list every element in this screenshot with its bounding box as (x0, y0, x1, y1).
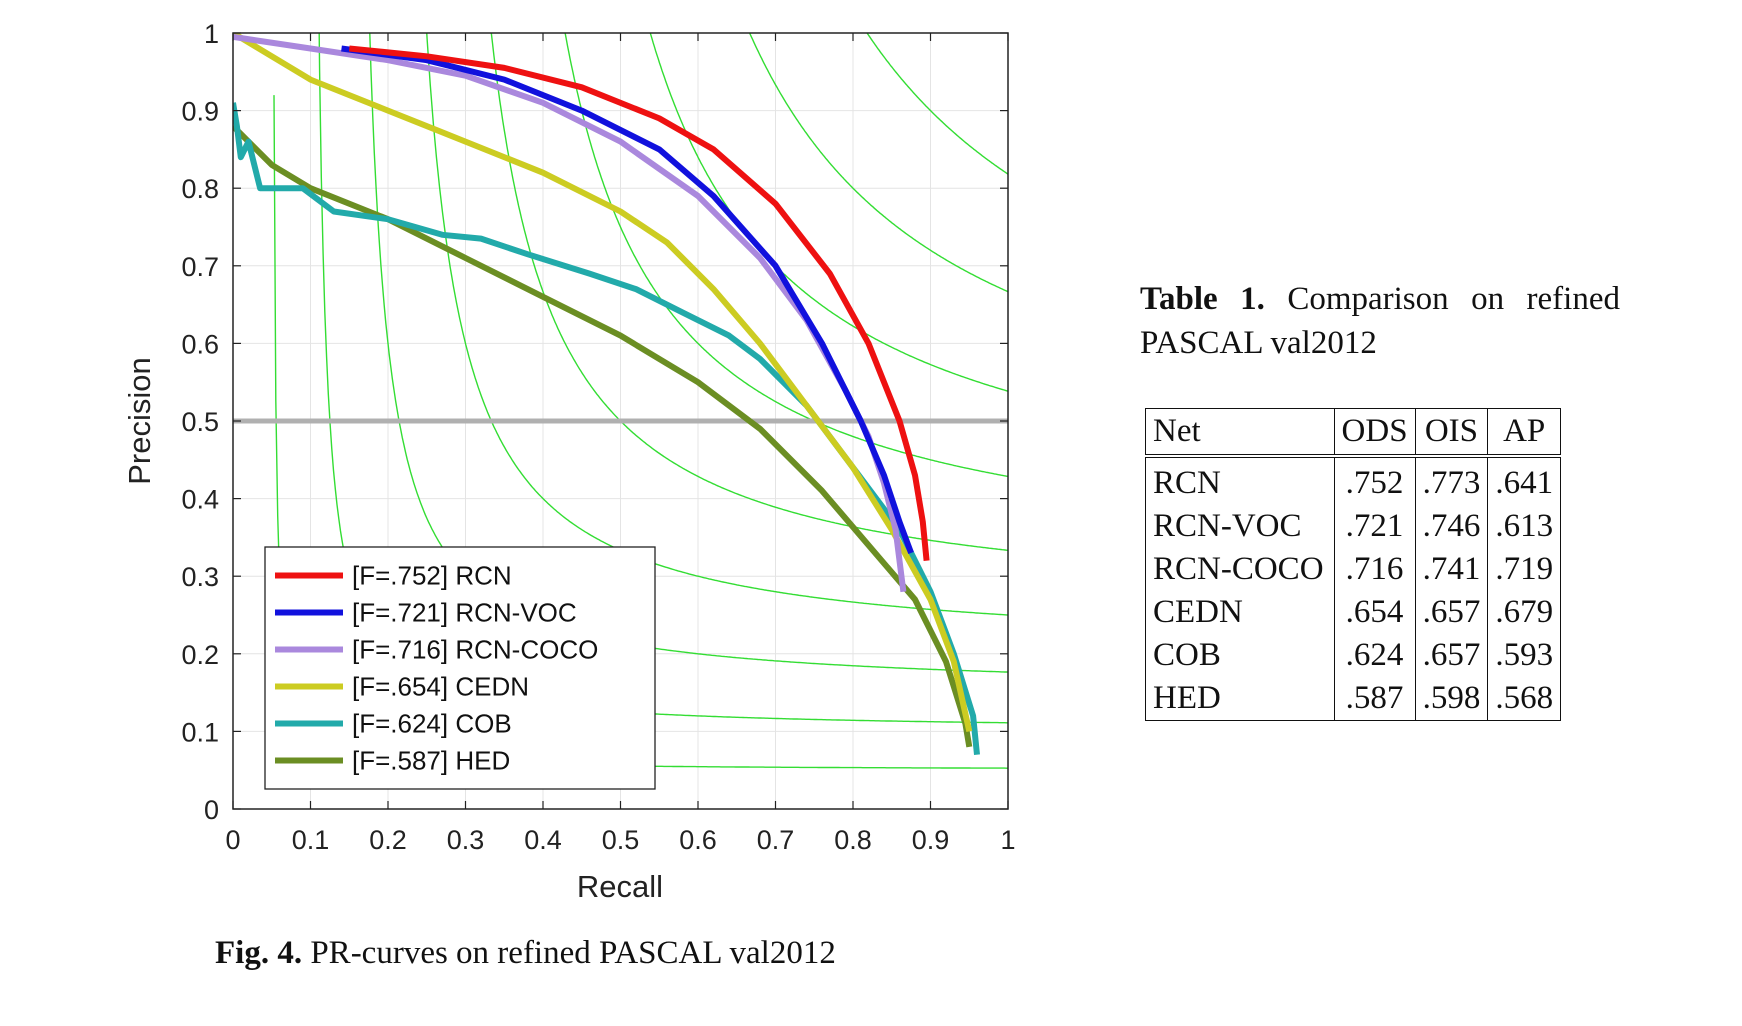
legend-box (264, 546, 656, 790)
iso-f-curve (866, 33, 1008, 175)
table-row: HED .587 .598 .568 (1145, 677, 1562, 721)
header-net: Net (1145, 408, 1335, 457)
cell-net: HED (1145, 677, 1335, 721)
y-tick-label: 0.6 (181, 329, 219, 359)
x-tick-label: 0.1 (292, 825, 330, 855)
y-tick-label: 0.4 (181, 485, 219, 515)
cell-ap: .613 (1487, 505, 1562, 548)
y-axis-label: Precision (122, 357, 157, 485)
table-caption-label: Table 1. (1140, 281, 1265, 317)
iso-f-curve (564, 33, 1008, 478)
legend-entry-label: [F=.721] RCN-VOC (352, 598, 577, 628)
cell-ods: .721 (1333, 505, 1416, 548)
x-tick-label: 0.4 (524, 825, 562, 855)
series-line (348, 45, 930, 561)
cell-net: RCN-VOC (1145, 505, 1335, 548)
x-axis-label: Recall (577, 869, 663, 904)
legend-entry-label: [F=.716] RCN-COCO (352, 635, 598, 665)
cell-ois: .657 (1414, 634, 1489, 677)
cell-ois: .773 (1414, 454, 1489, 505)
iso-f-curve (490, 33, 1008, 551)
x-tick-label: 0.6 (679, 825, 717, 855)
table-row: RCN-COCO .716 .741 .719 (1145, 548, 1562, 591)
cell-ap: .568 (1487, 677, 1562, 721)
header-ods: ODS (1333, 408, 1416, 457)
table-row: RCN .752 .773 .641 (1145, 454, 1562, 505)
cell-ois: .741 (1414, 548, 1489, 591)
x-tick-label: 0.9 (912, 825, 950, 855)
table-header-row: Net ODS OIS AP (1145, 408, 1562, 457)
series-line (233, 123, 973, 748)
cell-ods: .752 (1333, 454, 1416, 505)
y-tick-label: 0.2 (181, 640, 219, 670)
cell-ods: .624 (1333, 634, 1416, 677)
header-ois: OIS (1414, 408, 1489, 457)
legend-entry-label: [F=.654] CEDN (352, 672, 529, 702)
axis-ticks: 0 0.1 0.2 0.3 0.4 0.5 0.6 0.7 0.8 0.9 1 0 0.1 0.2 0.3 0… (181, 19, 1015, 855)
iso-f-curve (649, 33, 1008, 392)
cell-net: RCN (1145, 454, 1335, 505)
x-tick-label: 1 (1000, 825, 1015, 855)
figure-caption-text: PR-curves on refined PASCAL val2012 (310, 935, 836, 971)
cell-ap: .719 (1487, 548, 1562, 591)
x-tick-label: 0.7 (757, 825, 795, 855)
legend-entry-label: [F=.752] RCN (352, 561, 512, 591)
series-line (341, 45, 914, 554)
results-table: Net ODS OIS AP RCN .752 .773 .641 RCN-VO… (1145, 408, 1562, 721)
x-tick-label: 0.3 (447, 825, 485, 855)
table-caption: Table 1. Comparison on refined PASCAL va… (1140, 277, 1620, 365)
iso-f-curve (748, 33, 1008, 293)
y-tick-label: 0 (204, 795, 219, 825)
y-tick-label: 0.7 (181, 252, 219, 282)
cell-ods: .587 (1333, 677, 1416, 721)
legend-entry-label: [F=.624] COB (352, 709, 512, 739)
y-tick-label: 1 (204, 19, 219, 49)
cell-ap: .593 (1487, 634, 1562, 677)
legend: [F=.752] RCN [F=.721] RCN-VOC [F=.716] RCN… (264, 546, 656, 790)
y-tick-label: 0.1 (181, 717, 219, 747)
x-tick-label: 0 (225, 825, 240, 855)
y-tick-label: 0.9 (181, 97, 219, 127)
cell-net: CEDN (1145, 591, 1335, 634)
cell-ois: .746 (1414, 505, 1489, 548)
y-tick-label: 0.8 (181, 174, 219, 204)
y-tick-label: 0.5 (181, 407, 219, 437)
cell-net: RCN-COCO (1145, 548, 1335, 591)
table-row: RCN-VOC .721 .746 .613 (1145, 505, 1562, 548)
cell-ap: .641 (1487, 454, 1562, 505)
cell-ods: .654 (1333, 591, 1416, 634)
x-tick-label: 0.5 (602, 825, 640, 855)
table-caption-text: Comparison on refined PASCAL val2012 (1140, 281, 1620, 361)
legend-entry-label: [F=.587] HED (352, 746, 510, 776)
cell-ods: .716 (1333, 548, 1416, 591)
figure-caption: Fig. 4. PR-curves on refined PASCAL val2… (215, 935, 836, 972)
cell-ois: .598 (1414, 677, 1489, 721)
cell-ap: .679 (1487, 591, 1562, 634)
series-lines (233, 33, 980, 756)
iso-f-curve (426, 33, 1008, 616)
y-tick-label: 0.3 (181, 562, 219, 592)
table-row: COB .624 .657 .593 (1145, 634, 1562, 677)
x-tick-label: 0.8 (834, 825, 872, 855)
cell-net: COB (1145, 634, 1335, 677)
figure-caption-label: Fig. 4. (215, 935, 303, 971)
header-ap: AP (1487, 408, 1562, 457)
cell-ois: .657 (1414, 591, 1489, 634)
table-row: CEDN .654 .657 .679 (1145, 591, 1562, 634)
series-line (233, 33, 973, 733)
x-tick-label: 0.2 (369, 825, 407, 855)
